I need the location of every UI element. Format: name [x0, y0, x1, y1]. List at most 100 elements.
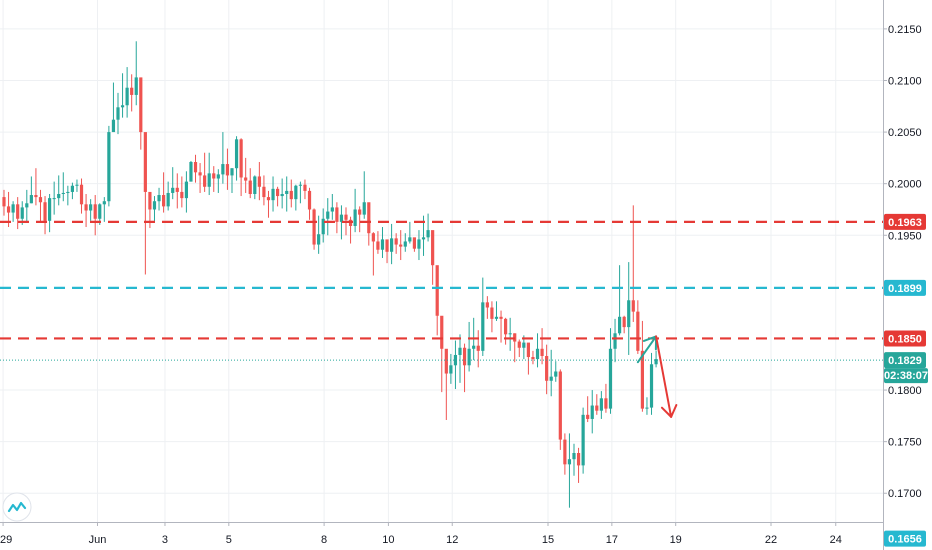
- level-tag-support-lower: 0.1656: [884, 530, 926, 547]
- price-axis-background: [883, 0, 932, 550]
- candle: [371, 232, 375, 276]
- candle: [326, 198, 330, 236]
- price-axis[interactable]: 0.2150 0.2100 0.2050 0.2000 0.1950 0.1800 0.17…: [883, 0, 932, 550]
- candle: [280, 178, 284, 209]
- candle-body: [2, 197, 6, 207]
- candle-body: [116, 107, 120, 120]
- candle-body: [431, 230, 435, 266]
- time-axis[interactable]: 29 Jun 3 5 8 10 12 15 17 19 22 24: [0, 522, 883, 550]
- candle-body: [120, 105, 125, 108]
- candle: [171, 167, 175, 200]
- time-tick-label: 10: [382, 534, 394, 546]
- candle: [271, 176, 275, 212]
- candle-body: [508, 333, 512, 335]
- candle-body: [61, 192, 65, 194]
- candle-body: [595, 405, 599, 411]
- candle: [545, 344, 549, 395]
- candle-body: [367, 202, 371, 234]
- candle: [654, 350, 658, 368]
- time-tick-label: 29: [0, 534, 12, 546]
- candle: [590, 390, 594, 434]
- candle-body: [613, 333, 617, 349]
- level-tag-label: 0.1899: [888, 283, 922, 295]
- projection-arrow-up[interactable]: [636, 335, 658, 364]
- candle-body: [654, 359, 658, 365]
- projection-arrow-down[interactable]: [655, 335, 678, 418]
- candle-body: [38, 197, 43, 203]
- time-tick-label: 15: [542, 534, 554, 546]
- candle: [89, 199, 93, 221]
- price-tick-label: 0.2000: [888, 179, 922, 191]
- candle: [157, 187, 161, 211]
- candle: [558, 369, 562, 450]
- tradingview-logo-icon[interactable]: [2, 492, 32, 522]
- candle: [102, 197, 106, 222]
- candle-body: [52, 198, 56, 200]
- candle: [79, 178, 84, 214]
- candle: [453, 340, 458, 390]
- candle: [289, 179, 293, 208]
- candle: [531, 350, 535, 365]
- candle-body: [111, 119, 116, 133]
- time-tick-label: 24: [830, 534, 842, 546]
- candle: [362, 171, 366, 219]
- time-tick-label: 19: [670, 534, 682, 546]
- candle: [540, 328, 544, 365]
- candle-body: [216, 174, 220, 179]
- candle-body: [467, 348, 471, 366]
- candle: [57, 175, 61, 206]
- candle-body: [230, 168, 234, 176]
- candle-body: [531, 357, 535, 360]
- candle-body: [576, 453, 581, 466]
- candle-body: [70, 185, 74, 192]
- candle: [449, 353, 453, 384]
- current-price-background: [884, 352, 926, 369]
- projection-arrow-up-shaft: [636, 335, 658, 364]
- candle-body: [225, 164, 230, 176]
- candle: [143, 132, 147, 275]
- candle: [61, 172, 65, 202]
- candle: [2, 189, 6, 216]
- time-axis-background: [0, 522, 883, 550]
- candle-body: [499, 316, 503, 319]
- candle: [435, 265, 439, 336]
- candle-body: [435, 265, 439, 316]
- candle-body: [353, 209, 357, 226]
- candle: [627, 262, 631, 355]
- candle: [348, 216, 353, 244]
- candle-body: [618, 316, 622, 334]
- projection-arrow-down-shaft: [655, 335, 673, 418]
- candle-body: [294, 185, 298, 200]
- candle-body: [57, 193, 61, 199]
- candle: [394, 233, 398, 254]
- candle: [517, 339, 521, 358]
- time-tick-label: 22: [765, 534, 777, 546]
- candle: [180, 176, 184, 208]
- candle: [244, 157, 248, 193]
- candle-body: [298, 184, 302, 186]
- candle-body: [358, 209, 362, 215]
- candle-body: [476, 345, 480, 351]
- candle-body: [257, 176, 261, 187]
- candle-body: [462, 347, 467, 366]
- candle-body: [490, 307, 494, 319]
- candle-body: [34, 195, 38, 198]
- candle: [239, 138, 243, 197]
- candle: [608, 328, 613, 414]
- candle: [43, 196, 47, 235]
- candle: [225, 148, 230, 190]
- candle: [125, 67, 129, 118]
- candle-body: [408, 237, 412, 242]
- projection-drawing[interactable]: [636, 335, 678, 418]
- level-tag-background: [884, 213, 926, 230]
- candle: [576, 447, 581, 483]
- candle-body: [152, 201, 157, 210]
- candle: [162, 172, 166, 213]
- candle: [189, 160, 193, 182]
- candle: [130, 74, 134, 112]
- candle-body: [572, 453, 576, 460]
- candle-body: [6, 206, 11, 213]
- candle: [193, 154, 198, 183]
